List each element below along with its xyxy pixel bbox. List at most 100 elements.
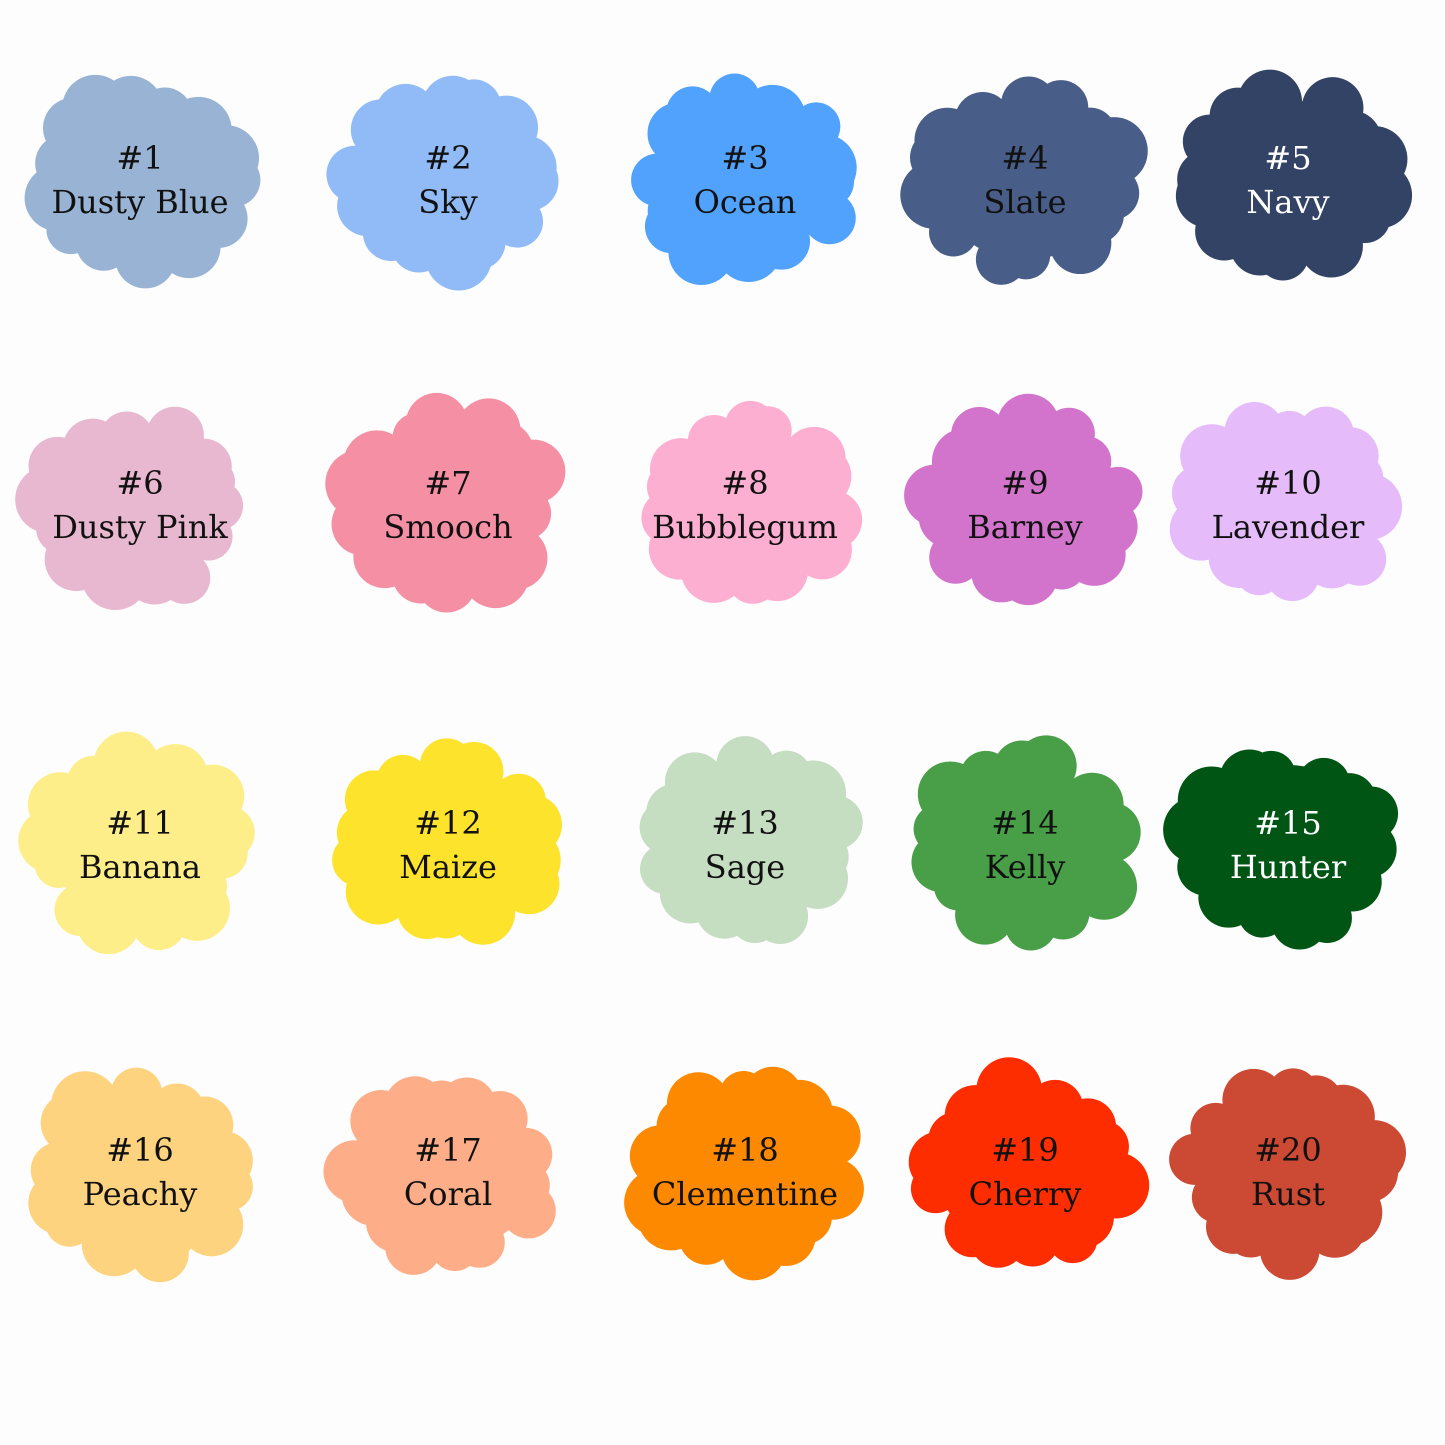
swatch-label: #14 Kelly <box>895 801 1155 889</box>
swatch-name: Bubblegum <box>652 508 838 546</box>
blob-lobe <box>30 1142 87 1199</box>
blob-lobe <box>1191 1171 1243 1223</box>
blob-lobe <box>1343 786 1399 841</box>
blob-lobe <box>971 541 1032 603</box>
swatch-blob <box>908 1057 1150 1268</box>
blob-lobe <box>444 741 504 801</box>
blob-lobe <box>1299 214 1363 278</box>
swatch-label: #5 Navy <box>1158 136 1418 224</box>
swatch-label: #10 Lavender <box>1158 461 1418 549</box>
swatch-blob <box>1163 749 1399 950</box>
blob-lobe <box>1222 1068 1285 1132</box>
swatch-number: #1 <box>116 139 164 177</box>
blob-lobe <box>499 1127 553 1181</box>
blob-lobe <box>1341 126 1408 193</box>
blob-lobe <box>184 512 233 561</box>
swatch-label: #7 Smooch <box>318 461 578 549</box>
swatch-name: Kelly <box>984 848 1066 886</box>
swatch-blob <box>18 731 255 955</box>
swatch-number: #11 <box>106 804 174 842</box>
blob-lobe <box>808 795 863 850</box>
blob-lobe <box>93 731 159 798</box>
blob-lobe <box>1079 117 1148 185</box>
blob-lobe <box>624 1169 691 1236</box>
swatch-number: #4 <box>1001 139 1049 177</box>
blob-lobe <box>376 754 430 808</box>
swatch-label: #15 Hunter <box>1158 801 1418 889</box>
blob-lobe <box>1004 898 1057 951</box>
swatch-label: #16 Peachy <box>10 1128 270 1216</box>
swatch-label: #12 Maize <box>318 801 578 889</box>
blob-lobe <box>501 794 562 856</box>
blob-lobe <box>498 853 560 915</box>
blob-lobe <box>743 406 792 455</box>
swatch-number: #8 <box>721 464 769 502</box>
swatch-blob <box>641 400 863 604</box>
blob-lobe <box>501 439 566 504</box>
swatch-blob <box>1175 69 1413 281</box>
swatch-label: #1 Dusty Blue <box>10 136 270 224</box>
swatch-name: Hunter <box>1229 848 1347 886</box>
blob-lobe <box>799 1105 861 1168</box>
swatch-number: #16 <box>106 1131 174 1169</box>
swatch-name: Ocean <box>693 183 797 221</box>
swatch-label: #2 Sky <box>318 136 578 224</box>
blob-lobe <box>99 411 154 465</box>
swatch-label: #18 Clementine <box>615 1128 875 1216</box>
blob-lobe <box>1303 1195 1367 1258</box>
blob-lobe <box>951 406 1008 464</box>
blob-lobe <box>996 393 1060 457</box>
blob-lobe <box>1246 750 1296 800</box>
swatch-blob <box>624 1066 864 1281</box>
swatch-number: #2 <box>424 139 472 177</box>
swatch-number: #5 <box>1264 139 1312 177</box>
swatch-name: Slate <box>983 183 1067 221</box>
blob-lobe <box>739 84 806 152</box>
blob-lobe <box>326 145 384 203</box>
blob-lobe <box>430 1222 480 1272</box>
swatch-number: #20 <box>1254 1131 1322 1169</box>
swatch-blob <box>1169 402 1403 602</box>
swatch-number: #9 <box>1001 464 1049 502</box>
swatch-blob <box>326 75 559 291</box>
blob-lobe <box>803 191 856 245</box>
swatch-number: #12 <box>414 804 482 842</box>
swatch-name: Coral <box>403 1175 493 1213</box>
blob-lobe <box>640 843 690 894</box>
swatch-name: Rust <box>1251 1175 1325 1213</box>
swatch-blob <box>323 1076 556 1275</box>
blob-lobe <box>1080 802 1141 863</box>
swatch-name: Smooch <box>383 508 513 546</box>
blob-lobe <box>1049 212 1112 275</box>
swatch-name: Navy <box>1246 183 1330 221</box>
swatch-label: #6 Dusty Pink <box>10 461 270 549</box>
blob-lobe <box>461 540 530 609</box>
swatch-label: #17 Coral <box>318 1128 578 1216</box>
swatch-number: #19 <box>991 1131 1059 1169</box>
swatch-name: Peachy <box>82 1175 198 1213</box>
blob-lobe <box>186 457 236 506</box>
swatch-blob <box>325 392 566 613</box>
swatch-blob <box>24 74 261 289</box>
blob-lobe <box>666 1072 730 1136</box>
swatch-number: #3 <box>721 139 769 177</box>
swatch-name: Maize <box>399 848 497 886</box>
swatch-number: #15 <box>1254 804 1322 842</box>
blob-lobe <box>110 1067 163 1119</box>
blob-lobe <box>789 133 857 202</box>
swatch-label: #4 Slate <box>895 136 1155 224</box>
swatch-name: Dusty Pink <box>52 508 228 546</box>
blob-lobe <box>1333 453 1384 503</box>
blob-lobe <box>976 1057 1043 1123</box>
swatch-label: #11 Banana <box>10 801 270 889</box>
blob-lobe <box>716 736 775 795</box>
swatch-name: Sky <box>418 183 478 221</box>
blob-lobe <box>944 1200 1001 1258</box>
blob-lobe <box>1071 853 1138 920</box>
blob-lobe <box>664 752 725 812</box>
blob-lobe <box>721 1214 787 1281</box>
blob-lobe <box>343 430 411 498</box>
swatch-blob <box>28 1067 253 1283</box>
blob-lobe <box>51 1071 120 1140</box>
